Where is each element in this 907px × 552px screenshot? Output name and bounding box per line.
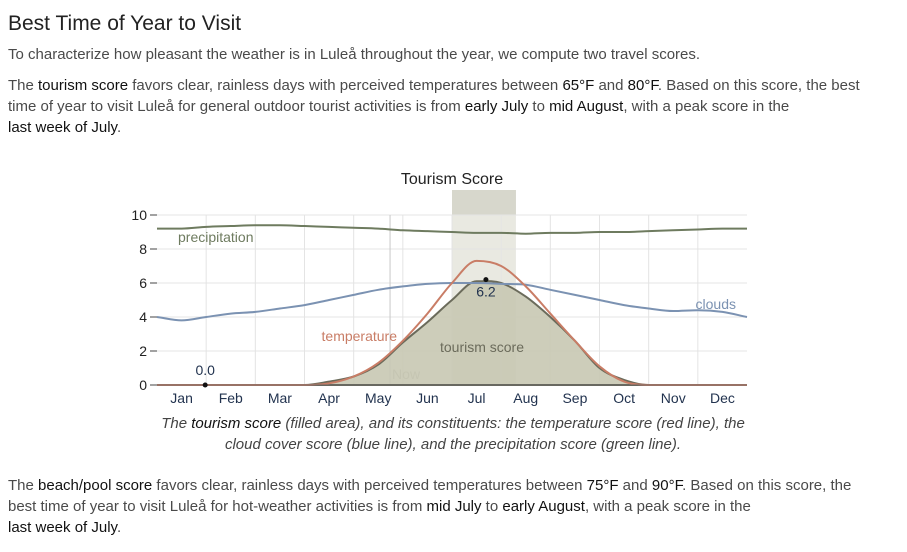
y-tick-label: 4 [139, 309, 147, 325]
x-tick-label: Nov [661, 390, 686, 406]
y-tick-label: 10 [131, 207, 147, 223]
text-run: favors clear, rainless days with perceiv… [128, 77, 562, 94]
text-run: to [528, 98, 549, 115]
text-line: cloud cover score (blue line), and the p… [225, 436, 681, 453]
x-tick-label: Sep [562, 390, 587, 406]
text-run: and [594, 77, 627, 94]
text-line: last week of July. [8, 519, 121, 536]
y-tick-label: 6 [139, 275, 147, 291]
emphasis: mid July [427, 498, 483, 515]
series-label: temperature [322, 328, 398, 344]
text-run: to [482, 498, 503, 515]
text-line: best time of year to visit Luleå for hot… [8, 498, 751, 515]
y-tick-label: 0 [139, 377, 147, 393]
text-run: best time of year to visit Luleå for hot… [8, 498, 427, 515]
text-run: The [161, 415, 191, 432]
text-line: The tourism score favors clear, rainless… [8, 77, 860, 94]
text-run: The [8, 77, 38, 94]
series-label: precipitation [178, 229, 254, 245]
emphasis: 80°F [628, 77, 660, 94]
x-tick-label: Aug [513, 390, 538, 406]
emphasis: 90°F [652, 477, 684, 494]
y-tick-label: 8 [139, 241, 147, 257]
emphasis: 75°F [587, 477, 619, 494]
text-line: To characterize how pleasant the weather… [8, 46, 700, 63]
text-run: and [619, 477, 652, 494]
peak-dot [483, 277, 489, 283]
text-run: time of year to visit Luleå for general … [8, 98, 465, 115]
line [156, 224, 747, 235]
x-tick-label: Oct [613, 390, 635, 406]
x-tick-label: Apr [318, 390, 340, 406]
text-run: , with a peak score in the [623, 98, 789, 115]
emphasis: beach/pool score [38, 477, 152, 494]
y-tick-label: 2 [139, 343, 147, 359]
heading: Best Time of Year to Visit [8, 12, 241, 35]
text-run: . Based on this score, the best [658, 77, 861, 94]
emphasis: tourism score [191, 415, 281, 432]
emphasis: tourism score [38, 77, 128, 94]
x-tick-label: Feb [219, 390, 243, 406]
text-line: last week of July. [8, 119, 121, 136]
series-label: tourism score [440, 339, 524, 355]
x-tick-label: Dec [710, 390, 735, 406]
emphasis: early August [502, 498, 585, 515]
text-run: . Based on this score, the [682, 477, 851, 494]
x-tick-label: Jun [416, 390, 439, 406]
chart-title: Tourism Score [401, 171, 503, 188]
text-run: . [117, 119, 121, 136]
x-tick-label: Mar [268, 390, 292, 406]
text-run: favors clear, rainless days with perceiv… [152, 477, 586, 494]
emphasis: early July [465, 98, 529, 115]
x-tick-label: Jan [170, 390, 193, 406]
x-tick-label: Jul [468, 390, 486, 406]
text-line: The tourism score (filled area), and its… [161, 415, 745, 432]
text-line: time of year to visit Luleå for general … [8, 98, 789, 115]
emphasis: mid August [549, 98, 624, 115]
text-run: . [117, 519, 121, 536]
series-label: clouds [696, 296, 736, 312]
emphasis: last week of July [8, 519, 119, 536]
low-dot [202, 382, 208, 388]
text-run: The [8, 477, 38, 494]
text-line: The beach/pool score favors clear, rainl… [8, 477, 851, 494]
emphasis: last week of July [8, 119, 119, 136]
best-period-band-top [452, 190, 516, 215]
x-tick-label: May [365, 390, 391, 406]
text-run: To characterize how pleasant the weather… [8, 46, 700, 63]
low-label: 0.0 [195, 362, 215, 378]
text-run: (filled area), and its constituents: the… [281, 415, 745, 432]
text-run: cloud cover score (blue line), and the p… [225, 436, 681, 453]
peak-label: 6.2 [476, 284, 496, 300]
text-run: , with a peak score in the [585, 498, 751, 515]
emphasis: 65°F [562, 77, 594, 94]
